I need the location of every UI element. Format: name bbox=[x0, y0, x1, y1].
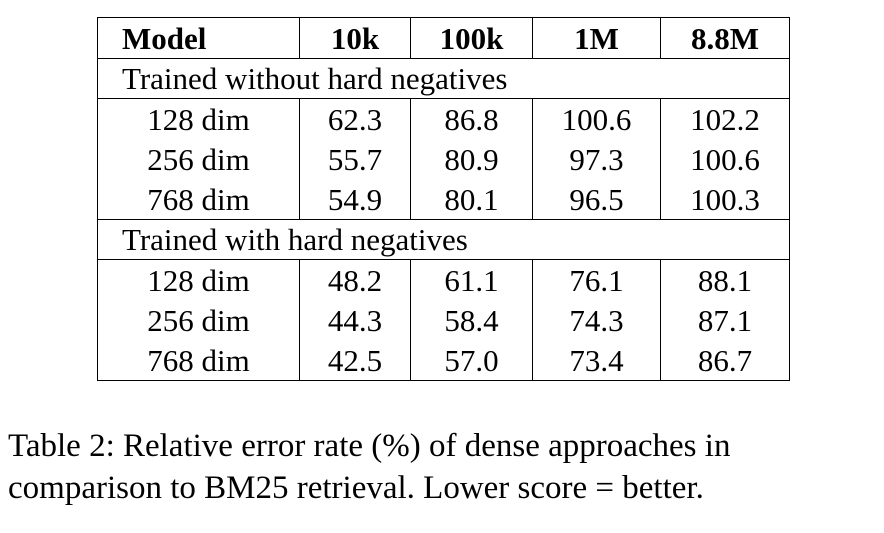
value-cell-10k: 48.2 bbox=[299, 259, 411, 300]
value-cell-8-8m: 87.1 bbox=[660, 300, 790, 340]
group-header-with-hard-negatives: Trained with hard negatives bbox=[97, 219, 790, 260]
value-cell-8-8m: 102.2 bbox=[660, 98, 790, 139]
header-1m: 1M bbox=[532, 17, 661, 59]
header-100k: 100k bbox=[410, 17, 533, 59]
group-title: Trained without hard negatives bbox=[97, 58, 790, 99]
model-cell: 768 dim bbox=[97, 179, 300, 220]
value-cell-8-8m: 88.1 bbox=[660, 259, 790, 300]
results-table-container: Model 10k 100k 1M 8.8M Trained without h… bbox=[97, 17, 790, 381]
value-cell-10k: 42.5 bbox=[299, 340, 411, 381]
value-cell-100k: 80.9 bbox=[410, 139, 533, 179]
value-cell-8-8m: 100.3 bbox=[660, 179, 790, 220]
table-row: 768 dim 54.9 80.1 96.5 100.3 bbox=[97, 179, 790, 220]
group-title: Trained with hard negatives bbox=[97, 219, 790, 260]
value-cell-10k: 55.7 bbox=[299, 139, 411, 179]
value-cell-100k: 80.1 bbox=[410, 179, 533, 220]
value-cell-10k: 44.3 bbox=[299, 300, 411, 340]
caption-line-1: Table 2: Relative error rate (%) of dens… bbox=[8, 428, 731, 464]
value-cell-8-8m: 86.7 bbox=[660, 340, 790, 381]
value-cell-100k: 61.1 bbox=[410, 259, 533, 300]
table-row: 256 dim 44.3 58.4 74.3 87.1 bbox=[97, 300, 790, 340]
model-cell: 128 dim bbox=[97, 98, 300, 139]
table-row: 128 dim 62.3 86.8 100.6 102.2 bbox=[97, 98, 790, 139]
table-row: 128 dim 48.2 61.1 76.1 88.1 bbox=[97, 259, 790, 300]
table-caption: Table 2: Relative error rate (%) of dens… bbox=[8, 425, 884, 509]
header-model: Model bbox=[97, 17, 300, 59]
value-cell-100k: 58.4 bbox=[410, 300, 533, 340]
value-cell-8-8m: 100.6 bbox=[660, 139, 790, 179]
value-cell-10k: 62.3 bbox=[299, 98, 411, 139]
value-cell-1m: 73.4 bbox=[532, 340, 661, 381]
value-cell-1m: 97.3 bbox=[532, 139, 661, 179]
model-cell: 768 dim bbox=[97, 340, 300, 381]
value-cell-1m: 76.1 bbox=[532, 259, 661, 300]
value-cell-100k: 86.8 bbox=[410, 98, 533, 139]
value-cell-1m: 96.5 bbox=[532, 179, 661, 220]
value-cell-10k: 54.9 bbox=[299, 179, 411, 220]
value-cell-1m: 74.3 bbox=[532, 300, 661, 340]
table-row: 768 dim 42.5 57.0 73.4 86.7 bbox=[97, 340, 790, 381]
table-row: 256 dim 55.7 80.9 97.3 100.6 bbox=[97, 139, 790, 179]
header-10k: 10k bbox=[299, 17, 411, 59]
results-table: Model 10k 100k 1M 8.8M Trained without h… bbox=[97, 17, 790, 381]
group-header-without-hard-negatives: Trained without hard negatives bbox=[97, 58, 790, 99]
model-cell: 256 dim bbox=[97, 300, 300, 340]
value-cell-100k: 57.0 bbox=[410, 340, 533, 381]
value-cell-1m: 100.6 bbox=[532, 98, 661, 139]
caption-line-2: comparison to BM25 retrieval. Lower scor… bbox=[8, 470, 704, 506]
model-cell: 256 dim bbox=[97, 139, 300, 179]
header-row: Model 10k 100k 1M 8.8M bbox=[97, 17, 790, 59]
header-8-8m: 8.8M bbox=[660, 17, 790, 59]
model-cell: 128 dim bbox=[97, 259, 300, 300]
